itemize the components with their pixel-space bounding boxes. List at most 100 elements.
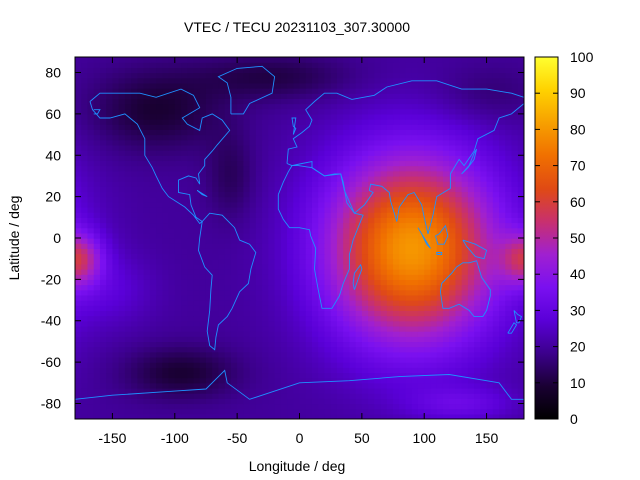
heatmap-cell [405, 315, 413, 322]
heatmap-cell [505, 413, 513, 419]
heatmap-cell [505, 139, 513, 146]
heatmap-cell [393, 93, 400, 99]
heatmap-cell [93, 300, 101, 306]
heatmap-cell [330, 382, 338, 389]
heatmap-cell [237, 310, 244, 317]
heatmap-cell [212, 300, 220, 306]
heatmap-cell [474, 170, 481, 177]
heatmap-cell [355, 269, 363, 275]
heatmap-cell [374, 331, 382, 337]
heatmap-cell [87, 393, 95, 399]
heatmap-cell [149, 227, 157, 234]
heatmap-cell [93, 129, 101, 136]
heatmap-cell [174, 72, 182, 79]
heatmap-cell [181, 62, 188, 68]
heatmap-cell [386, 238, 394, 244]
heatmap-cell [492, 134, 500, 141]
heatmap-cell [249, 82, 257, 89]
heatmap-cell [442, 155, 450, 162]
heatmap-cell [212, 403, 220, 410]
heatmap-cell [287, 377, 294, 384]
heatmap-cell [124, 294, 132, 301]
heatmap-cell [249, 356, 257, 363]
heatmap-cell [112, 372, 120, 379]
heatmap-cell [480, 227, 488, 234]
heatmap-cell [218, 175, 226, 182]
heatmap-cell [168, 119, 176, 125]
heatmap-cell [411, 113, 419, 120]
heatmap-cell [349, 341, 357, 348]
heatmap-cell [143, 403, 151, 410]
heatmap-cell [368, 320, 375, 327]
heatmap-cell [305, 274, 313, 280]
heatmap-cell [336, 331, 344, 337]
heatmap-cell [305, 186, 313, 193]
heatmap-cell [149, 113, 157, 120]
heatmap-cell [287, 222, 294, 229]
heatmap-cell [318, 341, 326, 348]
heatmap-cell [124, 227, 132, 234]
heatmap-cell [467, 196, 475, 203]
heatmap-cell [517, 294, 524, 301]
heatmap-cell [87, 82, 95, 89]
heatmap-cell [474, 124, 481, 130]
heatmap-cell [492, 243, 500, 249]
heatmap-cell [461, 160, 469, 167]
heatmap-cell [343, 206, 350, 213]
heatmap-cell [193, 305, 201, 311]
heatmap-cell [424, 408, 432, 415]
heatmap-cell [455, 346, 463, 353]
heatmap-cell [355, 398, 363, 405]
heatmap-cell [249, 274, 257, 280]
heatmap-cell [268, 367, 276, 374]
heatmap-cell [499, 413, 506, 419]
heatmap-cell [461, 186, 469, 193]
heatmap-cell [393, 320, 400, 327]
heatmap-cell [274, 243, 282, 249]
heatmap-cell [137, 108, 145, 115]
heatmap-cell [181, 232, 188, 239]
heatmap-cell [467, 258, 475, 265]
heatmap-cell [137, 144, 145, 151]
heatmap-cell [262, 274, 269, 280]
heatmap-cell [380, 377, 388, 384]
heatmap-cell [499, 372, 506, 379]
heatmap-cell [162, 201, 170, 208]
heatmap-cell [499, 98, 506, 105]
heatmap-cell [249, 263, 257, 270]
heatmap-cell [380, 134, 388, 141]
heatmap-cell [374, 186, 382, 193]
heatmap-cell [218, 377, 226, 384]
heatmap-cell [249, 382, 257, 389]
heatmap-cell [199, 108, 207, 115]
heatmap-cell [467, 387, 475, 394]
heatmap-cell [81, 113, 89, 120]
heatmap-cell [87, 134, 95, 141]
heatmap-cell [517, 263, 524, 270]
heatmap-cell [218, 382, 226, 389]
heatmap-cell [212, 57, 220, 63]
heatmap-cell [436, 403, 444, 410]
heatmap-cell [187, 227, 195, 234]
heatmap-cell [467, 170, 475, 177]
heatmap-cell [199, 320, 207, 327]
heatmap-cell [424, 387, 432, 394]
heatmap-cell [255, 341, 263, 348]
heatmap-cell [449, 274, 457, 280]
heatmap-cell [287, 413, 294, 419]
heatmap-cell [262, 377, 269, 384]
heatmap-cell [187, 175, 195, 182]
heatmap-cell [205, 67, 213, 74]
heatmap-cell [467, 129, 475, 136]
heatmap-cell [399, 238, 407, 244]
heatmap-cell [343, 341, 350, 348]
heatmap-cell [305, 108, 313, 115]
heatmap-cell [442, 382, 450, 389]
heatmap-cell [112, 346, 120, 353]
heatmap-cell [442, 320, 450, 327]
heatmap-cell [143, 408, 151, 415]
heatmap-cell [461, 372, 469, 379]
heatmap-cell [118, 263, 126, 270]
heatmap-cell [187, 377, 195, 384]
heatmap-cell [299, 387, 307, 394]
